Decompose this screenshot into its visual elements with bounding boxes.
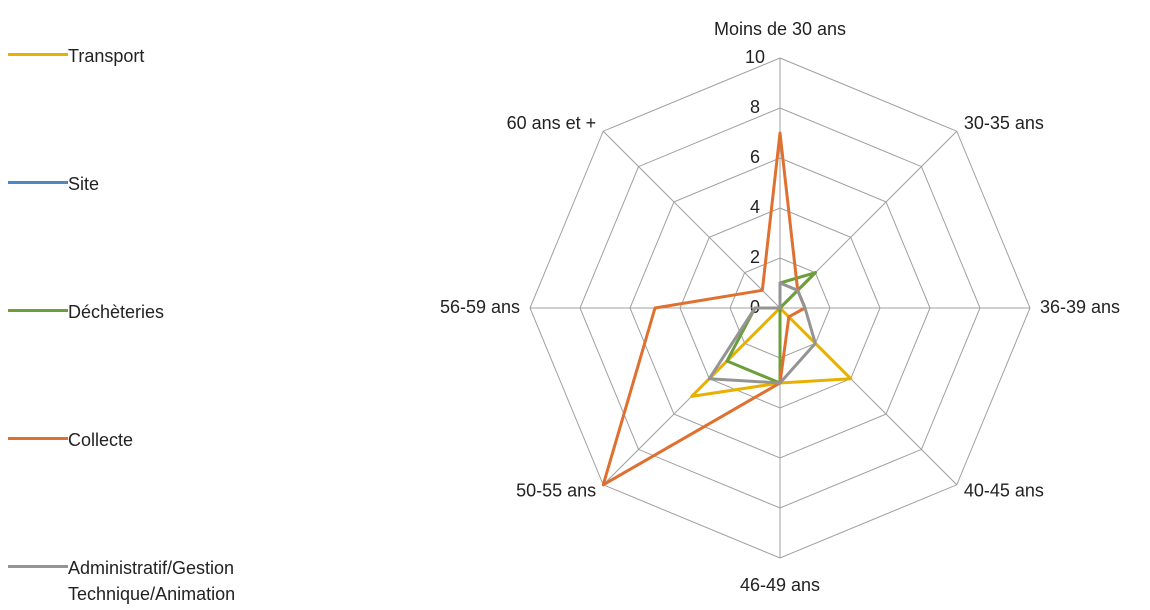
category-label: 60 ans et + (507, 113, 597, 133)
category-label: Moins de 30 ans (714, 19, 846, 39)
series-line (725, 271, 817, 385)
spoke (602, 130, 781, 309)
category-label: 30-35 ans (964, 113, 1044, 133)
legend-swatch (8, 181, 68, 184)
legend-swatch (8, 437, 68, 440)
legend-label: Collecte (68, 430, 134, 450)
category-label: 36-39 ans (1040, 297, 1120, 317)
r-tick-label: 2 (750, 247, 760, 267)
r-tick-label: 10 (745, 47, 765, 67)
legend-swatch (8, 565, 68, 568)
r-tick-label: 6 (750, 147, 760, 167)
legend-item: Collecte (8, 427, 308, 453)
r-tick-label: 4 (750, 197, 760, 217)
series-line (707, 281, 817, 385)
legend-swatch (8, 53, 68, 56)
legend-label: Déchèteries (68, 302, 165, 322)
legend-item: Administratif/Gestion Technique/Animatio… (8, 555, 308, 607)
r-tick-label: 8 (750, 97, 760, 117)
legend-label: Administratif/Gestion Technique/Animatio… (68, 558, 236, 604)
legend-swatch (8, 309, 68, 312)
legend-label: Transport (68, 46, 145, 66)
legend-label: Site (68, 174, 100, 194)
legend-item: Déchèteries (8, 299, 308, 325)
legend-item: Transport (8, 43, 308, 69)
category-label: 50-55 ans (516, 481, 596, 501)
category-label: 46-49 ans (740, 575, 820, 595)
category-label: 40-45 ans (964, 481, 1044, 501)
category-label: 56-59 ans (440, 297, 520, 317)
legend-item: Site (8, 171, 308, 197)
